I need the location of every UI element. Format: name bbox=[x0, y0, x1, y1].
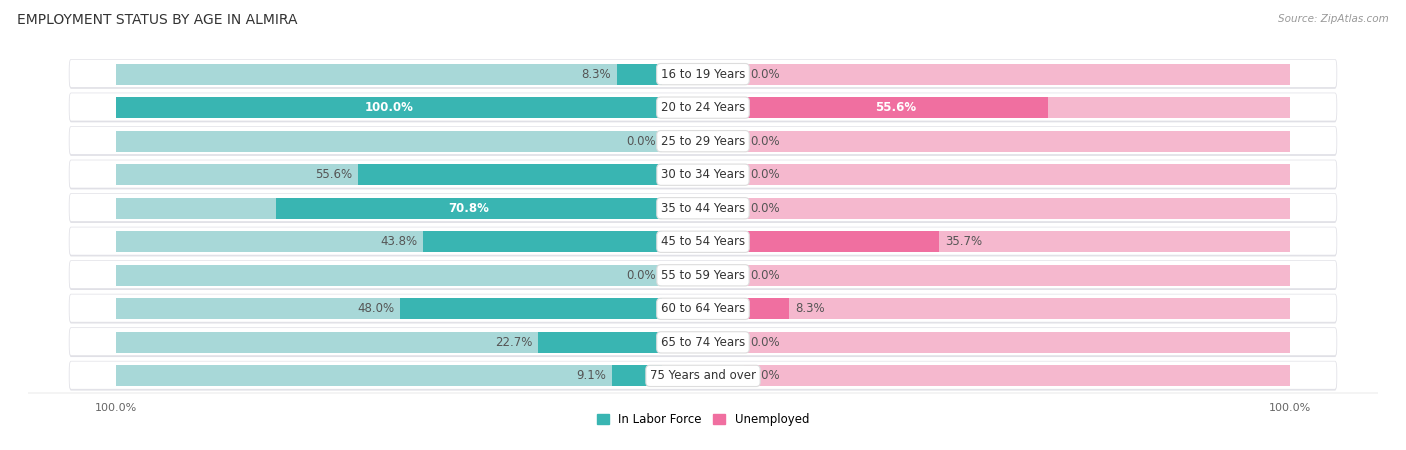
FancyBboxPatch shape bbox=[69, 195, 1337, 223]
Text: 25 to 29 Years: 25 to 29 Years bbox=[661, 135, 745, 148]
Bar bbox=[423, 231, 662, 252]
Text: 22.7%: 22.7% bbox=[495, 336, 531, 349]
Bar bbox=[744, 298, 1289, 319]
Bar bbox=[117, 265, 662, 286]
Text: 20 to 24 Years: 20 to 24 Years bbox=[661, 101, 745, 114]
Text: 55.6%: 55.6% bbox=[315, 168, 353, 181]
Bar bbox=[117, 97, 662, 118]
FancyBboxPatch shape bbox=[69, 261, 1337, 288]
Bar bbox=[617, 64, 662, 85]
Text: 0.0%: 0.0% bbox=[749, 369, 779, 382]
FancyBboxPatch shape bbox=[69, 59, 1337, 87]
Bar bbox=[117, 198, 662, 219]
Text: 60 to 64 Years: 60 to 64 Years bbox=[661, 302, 745, 315]
FancyBboxPatch shape bbox=[69, 363, 1337, 391]
FancyBboxPatch shape bbox=[69, 294, 1337, 322]
FancyBboxPatch shape bbox=[69, 194, 1337, 221]
Text: 30 to 34 Years: 30 to 34 Years bbox=[661, 168, 745, 181]
Bar bbox=[359, 164, 662, 185]
Text: 0.0%: 0.0% bbox=[749, 135, 779, 148]
Text: Source: ZipAtlas.com: Source: ZipAtlas.com bbox=[1278, 14, 1389, 23]
Bar bbox=[117, 131, 662, 152]
Bar bbox=[744, 231, 1289, 252]
Text: 0.0%: 0.0% bbox=[749, 269, 779, 282]
FancyBboxPatch shape bbox=[69, 61, 1337, 89]
FancyBboxPatch shape bbox=[69, 94, 1337, 122]
Text: 8.3%: 8.3% bbox=[796, 302, 825, 315]
Text: 43.8%: 43.8% bbox=[380, 235, 418, 248]
FancyBboxPatch shape bbox=[69, 361, 1337, 389]
Text: 55 to 59 Years: 55 to 59 Years bbox=[661, 269, 745, 282]
FancyBboxPatch shape bbox=[69, 227, 1337, 255]
Text: 0.0%: 0.0% bbox=[749, 68, 779, 81]
Bar bbox=[117, 298, 662, 319]
Bar bbox=[117, 164, 662, 185]
Bar bbox=[117, 64, 662, 85]
Bar bbox=[744, 231, 939, 252]
Text: 35 to 44 Years: 35 to 44 Years bbox=[661, 202, 745, 215]
Text: EMPLOYMENT STATUS BY AGE IN ALMIRA: EMPLOYMENT STATUS BY AGE IN ALMIRA bbox=[17, 14, 298, 27]
Text: 75 Years and over: 75 Years and over bbox=[650, 369, 756, 382]
Legend: In Labor Force, Unemployed: In Labor Force, Unemployed bbox=[592, 409, 814, 431]
Bar bbox=[744, 64, 1289, 85]
FancyBboxPatch shape bbox=[69, 160, 1337, 188]
FancyBboxPatch shape bbox=[69, 128, 1337, 156]
Bar bbox=[744, 164, 1289, 185]
FancyBboxPatch shape bbox=[69, 329, 1337, 357]
Text: 100.0%: 100.0% bbox=[364, 101, 413, 114]
Text: 45 to 54 Years: 45 to 54 Years bbox=[661, 235, 745, 248]
FancyBboxPatch shape bbox=[69, 229, 1337, 256]
Bar bbox=[744, 332, 1289, 353]
Bar bbox=[744, 298, 789, 319]
Bar bbox=[117, 365, 662, 386]
Text: 35.7%: 35.7% bbox=[945, 235, 981, 248]
Text: 70.8%: 70.8% bbox=[449, 202, 489, 215]
Bar bbox=[612, 365, 662, 386]
Bar bbox=[744, 131, 1289, 152]
Bar bbox=[117, 97, 662, 118]
Text: 0.0%: 0.0% bbox=[749, 336, 779, 349]
Bar bbox=[744, 97, 1047, 118]
FancyBboxPatch shape bbox=[69, 162, 1337, 189]
FancyBboxPatch shape bbox=[69, 262, 1337, 290]
Bar bbox=[744, 365, 1289, 386]
Bar bbox=[276, 198, 662, 219]
Text: 55.6%: 55.6% bbox=[876, 101, 917, 114]
Text: 16 to 19 Years: 16 to 19 Years bbox=[661, 68, 745, 81]
Text: 9.1%: 9.1% bbox=[576, 369, 606, 382]
Text: 0.0%: 0.0% bbox=[749, 202, 779, 215]
Bar bbox=[538, 332, 662, 353]
Text: 0.0%: 0.0% bbox=[627, 135, 657, 148]
Bar bbox=[117, 231, 662, 252]
Text: 0.0%: 0.0% bbox=[749, 168, 779, 181]
FancyBboxPatch shape bbox=[69, 126, 1337, 154]
Bar bbox=[744, 97, 1289, 118]
FancyBboxPatch shape bbox=[69, 93, 1337, 121]
Text: 48.0%: 48.0% bbox=[357, 302, 394, 315]
Bar bbox=[399, 298, 662, 319]
FancyBboxPatch shape bbox=[69, 296, 1337, 324]
Text: 0.0%: 0.0% bbox=[627, 269, 657, 282]
Bar bbox=[744, 198, 1289, 219]
Text: 8.3%: 8.3% bbox=[581, 68, 610, 81]
Bar bbox=[117, 332, 662, 353]
Text: 65 to 74 Years: 65 to 74 Years bbox=[661, 336, 745, 349]
FancyBboxPatch shape bbox=[69, 328, 1337, 356]
Bar bbox=[744, 265, 1289, 286]
